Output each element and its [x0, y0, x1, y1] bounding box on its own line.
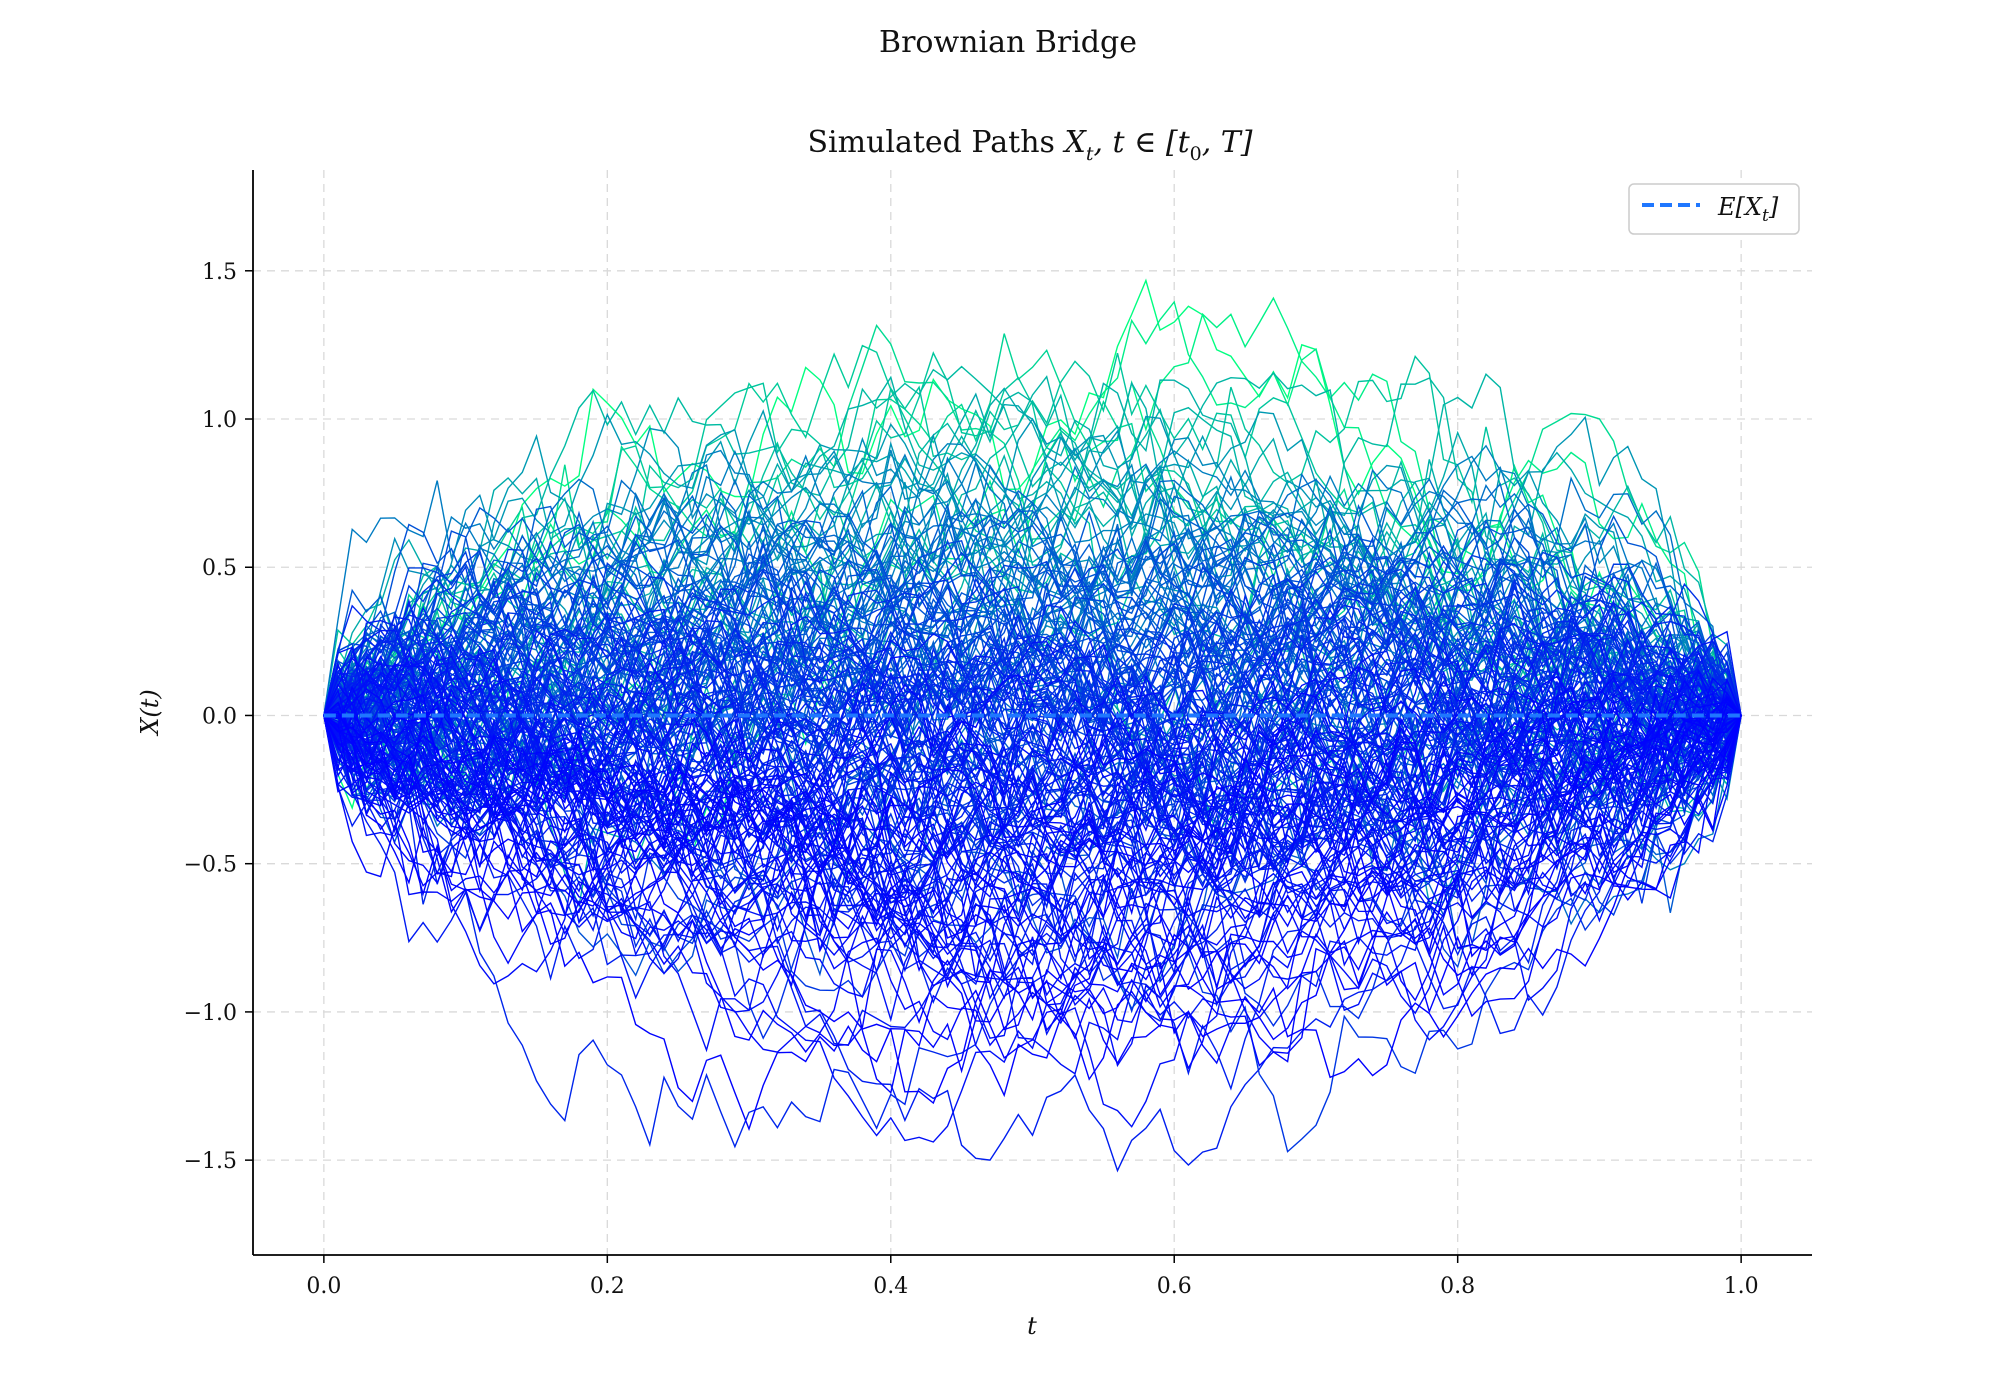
- path-line-2: [323, 300, 1742, 717]
- y-axis-ticks: −1.5 −1.0 −0.5 0.0 0.5 1.0 1.5: [184, 260, 253, 1174]
- title-math: X: [1062, 125, 1087, 160]
- path-line-138: [323, 612, 1742, 892]
- path-line-199: [323, 714, 1742, 1105]
- x-tick-label-4: 0.8: [1440, 1274, 1475, 1299]
- path-line-198: [323, 715, 1742, 958]
- title-math-3: , T]: [1202, 125, 1253, 160]
- path-line-191: [323, 693, 1742, 1098]
- y-tick-label-6: 1.5: [202, 260, 237, 285]
- chart-title: Simulated Paths Xt, t ∈ [t0, T]: [807, 125, 1252, 165]
- path-line-197: [323, 715, 1742, 1079]
- path-line-176: [323, 668, 1742, 975]
- path-line-192: [323, 693, 1742, 997]
- path-line-100: [323, 565, 1742, 872]
- path-line-189: [323, 689, 1742, 1053]
- path-line-66: [323, 512, 1742, 798]
- path-line-104: [323, 568, 1742, 1153]
- y-axis-label: X(t): [136, 689, 164, 736]
- legend-frame: [1628, 183, 1800, 235]
- path-line-11: [323, 372, 1742, 908]
- x-tick-label-2: 0.4: [873, 1274, 908, 1299]
- y-tick-label-3: 0.0: [202, 704, 237, 729]
- path-line-45: [323, 482, 1742, 774]
- path-line-168: [323, 655, 1742, 953]
- path-line-143: [323, 619, 1742, 1035]
- path-line-22: [323, 415, 1742, 802]
- y-tick-label-4: 0.5: [202, 556, 237, 581]
- x-tick-label-3: 0.6: [1157, 1274, 1192, 1299]
- title-math-2: , t ∈ [t: [1093, 125, 1190, 160]
- y-tick-label-2: −0.5: [184, 853, 237, 878]
- path-line-167: [323, 655, 1742, 944]
- y-tick-label-0: −1.5: [184, 1149, 237, 1174]
- x-tick-label-5: 1.0: [1724, 1274, 1759, 1299]
- path-line-188: [323, 686, 1742, 986]
- x-axis-label: t: [1027, 1312, 1037, 1340]
- x-tick-label-1: 0.2: [590, 1274, 625, 1299]
- path-line-193: [323, 698, 1742, 1041]
- figure-suptitle: Brownian Bridge: [879, 25, 1137, 60]
- y-tick-label-5: 1.0: [202, 408, 237, 433]
- path-line-190: [323, 694, 1742, 936]
- path-line-44: [323, 479, 1742, 743]
- path-line-194: [323, 702, 1742, 1132]
- path-line-115: [323, 580, 1742, 950]
- path-line-130: [323, 603, 1742, 1149]
- path-line-92: [323, 554, 1742, 919]
- title-sub-t: t: [1086, 143, 1094, 165]
- path-line-196: [323, 715, 1742, 878]
- x-axis-ticks: 0.0 0.2 0.4 0.6 0.8 1.0: [306, 1255, 1759, 1299]
- path-line-139: [323, 612, 1742, 913]
- path-line-164: [323, 652, 1742, 900]
- path-line-38: [323, 463, 1742, 822]
- legend-mean-label: E[Xt]: [1717, 193, 1779, 226]
- y-tick-label-1: −1.0: [184, 1001, 237, 1026]
- title-sub-0: 0: [1190, 143, 1202, 165]
- path-line-124: [323, 590, 1742, 893]
- axes: [252, 170, 1812, 1256]
- path-line-184: [323, 676, 1742, 996]
- simulated-paths: [323, 278, 1742, 1173]
- path-line-156: [323, 640, 1742, 877]
- legend: E[Xt]: [1628, 183, 1800, 235]
- x-tick-label-0: 0.0: [306, 1274, 341, 1299]
- path-line-177: [323, 669, 1742, 989]
- path-line-186: [323, 683, 1742, 1063]
- path-line-174: [323, 661, 1742, 1068]
- path-line-155: [323, 637, 1742, 920]
- path-line-128: [323, 599, 1742, 804]
- path-line-131: [323, 603, 1742, 895]
- path-line-185: [323, 679, 1742, 966]
- title-prefix: Simulated Paths: [807, 125, 1064, 160]
- path-line-127: [323, 598, 1742, 975]
- path-line-153: [323, 635, 1742, 1046]
- path-line-162: [323, 648, 1742, 892]
